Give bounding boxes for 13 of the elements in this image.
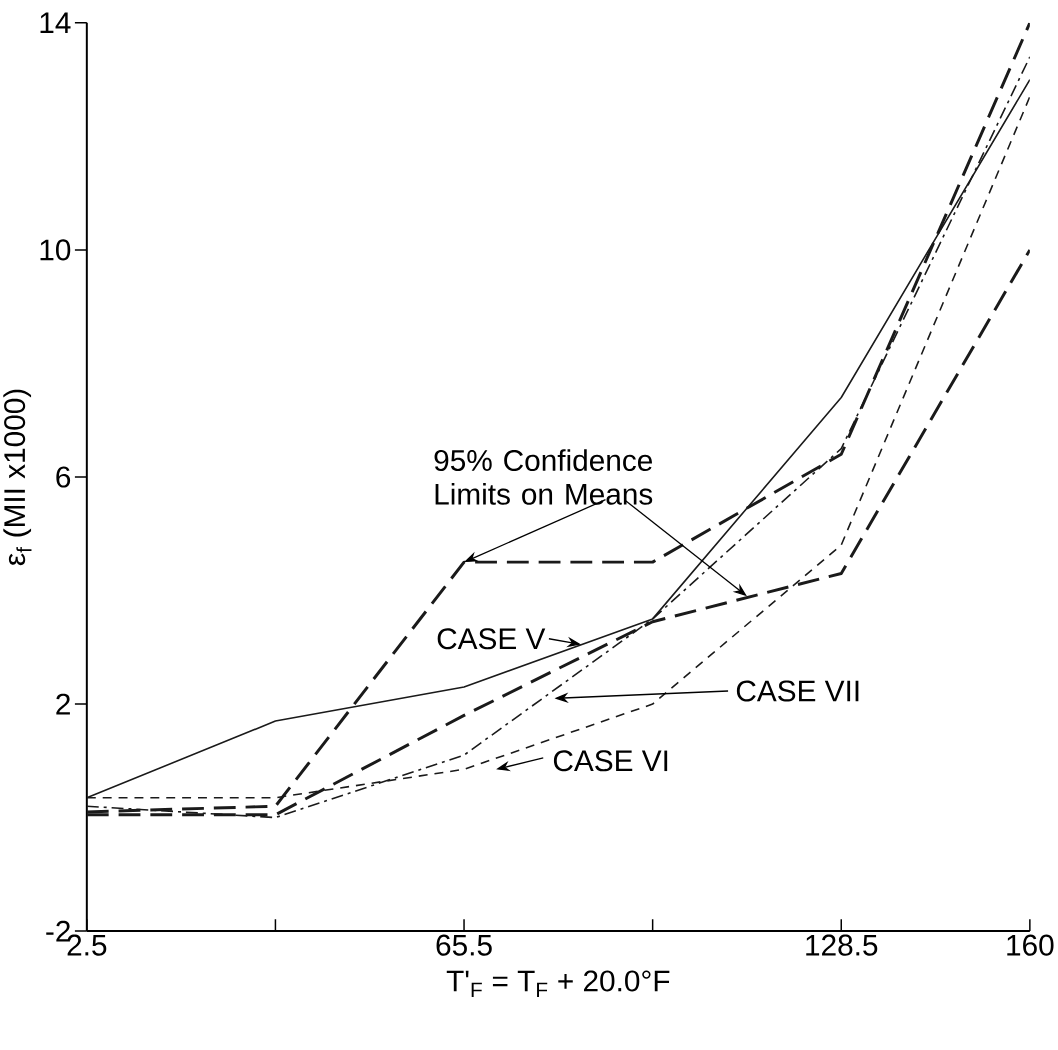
x-tick-label: 65.5 (436, 934, 492, 956)
annotation: CASE V (437, 628, 546, 650)
x-axis-title: T'$_{F}$ = T$_{F}$ + 20.0°F (446, 970, 670, 997)
y-tick-label: 10 (40, 239, 71, 261)
annotation: 95% Confidence Limits on Means (434, 449, 653, 505)
annotation: CASE VI (553, 750, 668, 772)
y-tick-label: 2 (56, 693, 70, 715)
x-tick-label: 128.5 (806, 934, 878, 956)
y-tick-label: 6 (56, 466, 71, 488)
y-axis-title: ε$_{f}$ (MII x1000) (3, 389, 32, 566)
annotation: CASE VII (736, 680, 859, 702)
x-tick-label: 160 (1007, 934, 1054, 956)
y-tick-label: 14 (40, 12, 71, 33)
